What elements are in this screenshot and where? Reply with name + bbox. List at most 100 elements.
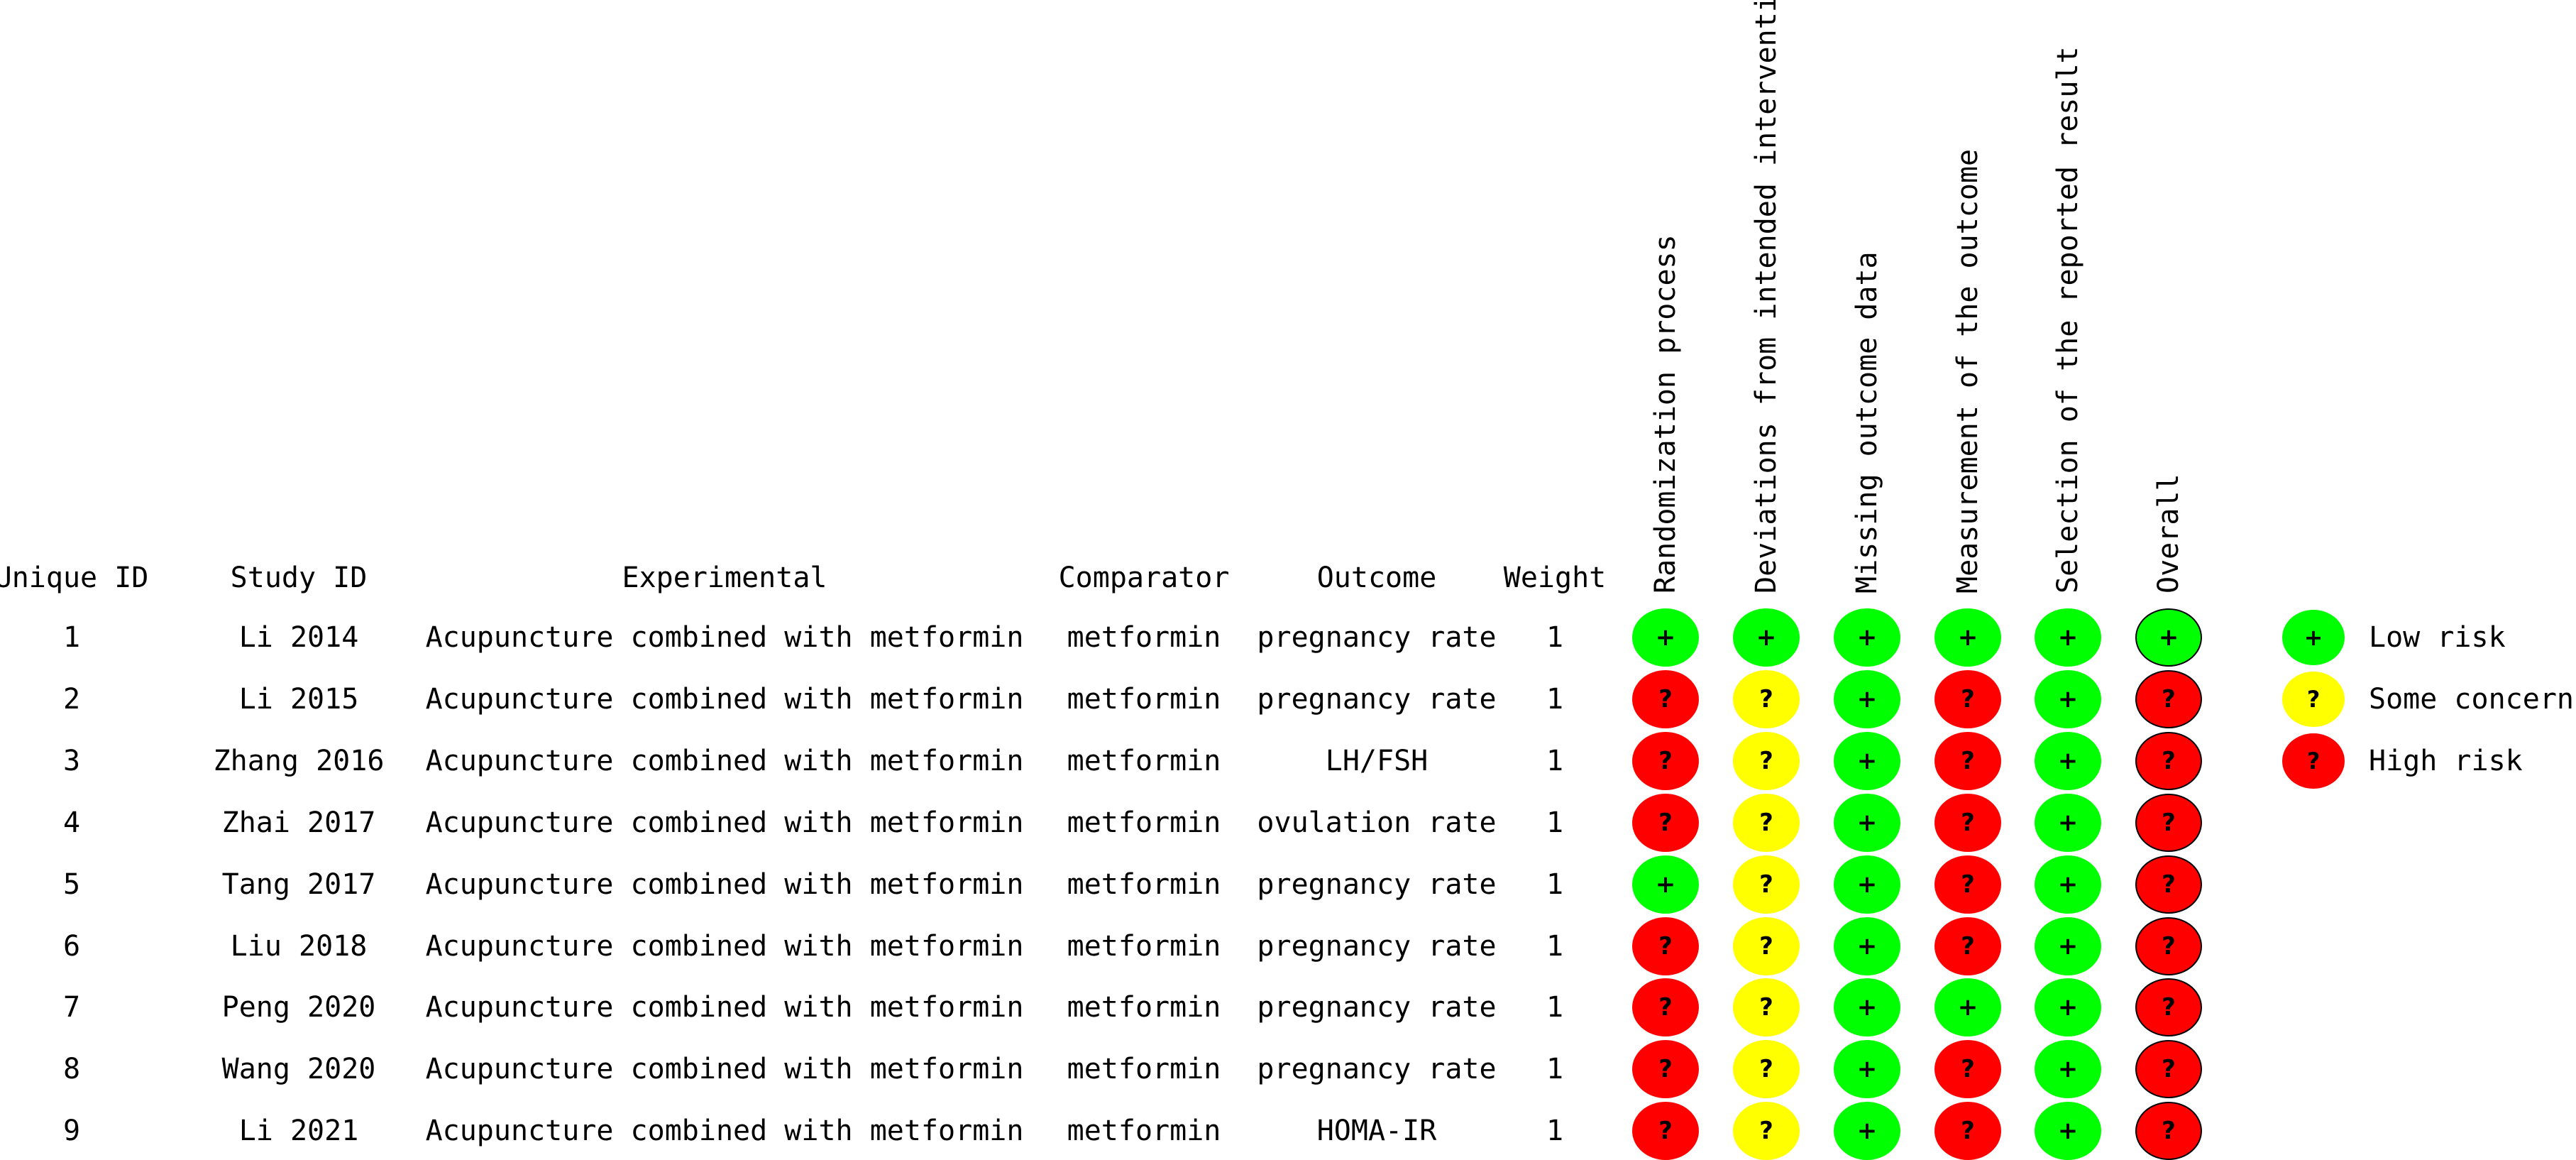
judgement-dot-some: ? bbox=[1733, 978, 1800, 1037]
cell-weight: 1 bbox=[1546, 806, 1564, 839]
judgement-dot-high: ? bbox=[2135, 731, 2202, 790]
legend-dot-high: ? bbox=[2282, 733, 2345, 789]
legend-label: Low risk bbox=[2369, 621, 2506, 654]
judgement-dot-high: ? bbox=[1934, 916, 2001, 975]
cell-unique-id: 9 bbox=[62, 1115, 81, 1148]
judgement-dot-low: + bbox=[2035, 1040, 2101, 1099]
cell-outcome: pregnancy rate bbox=[1257, 621, 1497, 654]
cell-unique-id: 5 bbox=[62, 868, 81, 901]
judgement-dot-low: + bbox=[1934, 608, 2001, 667]
judgement-dot-high: ? bbox=[2135, 669, 2202, 728]
cell-comparator: metformin bbox=[1067, 868, 1221, 901]
legend-dot-some: ? bbox=[2282, 671, 2345, 727]
cell-study-id: Zhang 2016 bbox=[213, 744, 385, 777]
domain-header-6: Overall bbox=[2152, 474, 2185, 593]
judgement-dot-low: + bbox=[1834, 1040, 1900, 1099]
cell-outcome: HOMA-IR bbox=[1316, 1115, 1437, 1148]
judgement-dot-high: ? bbox=[1632, 916, 1699, 975]
header-experimental: Experimental bbox=[622, 562, 827, 594]
judgement-dot-low: + bbox=[1834, 608, 1900, 667]
cell-study-id: Peng 2020 bbox=[221, 991, 376, 1024]
cell-comparator: metformin bbox=[1067, 806, 1221, 839]
header-unique-id: Unique ID bbox=[0, 562, 149, 594]
cell-outcome: pregnancy rate bbox=[1257, 929, 1497, 963]
judgement-dot-some: ? bbox=[1733, 731, 1800, 790]
cell-weight: 1 bbox=[1546, 991, 1564, 1024]
cell-experimental: Acupuncture combined with metformin bbox=[425, 621, 1024, 654]
cell-experimental: Acupuncture combined with metformin bbox=[425, 868, 1024, 901]
judgement-dot-low: + bbox=[2135, 608, 2202, 667]
cell-comparator: metformin bbox=[1067, 1115, 1221, 1148]
judgement-dot-low: + bbox=[1834, 793, 1900, 852]
judgement-dot-low: + bbox=[1733, 608, 1800, 667]
judgement-dot-low: + bbox=[1934, 978, 2001, 1037]
cell-study-id: Li 2015 bbox=[238, 682, 359, 716]
judgement-dot-low: + bbox=[1834, 855, 1900, 914]
judgement-dot-low: + bbox=[1834, 916, 1900, 975]
cell-experimental: Acupuncture combined with metformin bbox=[425, 1115, 1024, 1148]
cell-study-id: Zhai 2017 bbox=[221, 806, 376, 839]
judgement-dot-high: ? bbox=[2135, 916, 2202, 975]
cell-unique-id: 8 bbox=[62, 1053, 81, 1086]
judgement-dot-high: ? bbox=[2135, 1102, 2202, 1160]
judgement-dot-high: ? bbox=[1632, 731, 1699, 790]
cell-comparator: metformin bbox=[1067, 1053, 1221, 1086]
domain-header-2: Deviations from intended interventions bbox=[1750, 0, 1783, 593]
header-weight: Weight bbox=[1503, 562, 1607, 594]
judgement-dot-low: + bbox=[2035, 1102, 2101, 1160]
cell-unique-id: 6 bbox=[62, 929, 81, 963]
cell-weight: 1 bbox=[1546, 1115, 1564, 1148]
cell-experimental: Acupuncture combined with metformin bbox=[425, 991, 1024, 1024]
cell-weight: 1 bbox=[1546, 1053, 1564, 1086]
judgement-dot-high: ? bbox=[2135, 978, 2202, 1037]
cell-comparator: metformin bbox=[1067, 991, 1221, 1024]
cell-experimental: Acupuncture combined with metformin bbox=[425, 929, 1024, 963]
cell-unique-id: 4 bbox=[62, 806, 81, 839]
judgement-dot-high: ? bbox=[2135, 793, 2202, 852]
legend-dot-low: + bbox=[2282, 610, 2345, 665]
judgement-dot-low: + bbox=[2035, 793, 2101, 852]
cell-weight: 1 bbox=[1546, 744, 1564, 777]
judgement-dot-some: ? bbox=[1733, 1040, 1800, 1099]
cell-comparator: metformin bbox=[1067, 621, 1221, 654]
legend-label: High risk bbox=[2369, 744, 2523, 777]
judgement-dot-some: ? bbox=[1733, 855, 1800, 914]
cell-study-id: Tang 2017 bbox=[221, 868, 376, 901]
domain-header-4: Measurement of the outcome bbox=[1952, 148, 1984, 593]
judgement-dot-high: ? bbox=[1934, 1102, 2001, 1160]
cell-weight: 1 bbox=[1546, 682, 1564, 716]
judgement-dot-high: ? bbox=[1934, 669, 2001, 728]
judgement-dot-high: ? bbox=[1934, 793, 2001, 852]
judgement-dot-low: + bbox=[1834, 978, 1900, 1037]
cell-unique-id: 2 bbox=[62, 682, 81, 716]
cell-experimental: Acupuncture combined with metformin bbox=[425, 806, 1024, 839]
legend-label: Some concerns bbox=[2369, 682, 2576, 716]
judgement-dot-some: ? bbox=[1733, 1102, 1800, 1160]
cell-unique-id: 7 bbox=[62, 991, 81, 1024]
judgement-dot-low: + bbox=[2035, 669, 2101, 728]
cell-unique-id: 1 bbox=[62, 621, 81, 654]
judgement-dot-low: + bbox=[2035, 608, 2101, 667]
judgement-dot-high: ? bbox=[1632, 1040, 1699, 1099]
cell-study-id: Liu 2018 bbox=[230, 929, 368, 963]
judgement-dot-low: + bbox=[2035, 916, 2101, 975]
cell-study-id: Li 2014 bbox=[238, 621, 359, 654]
judgement-dot-low: + bbox=[2035, 731, 2101, 790]
header-comparator: Comparator bbox=[1058, 562, 1230, 594]
judgement-dot-low: + bbox=[1834, 1102, 1900, 1160]
header-study-id: Study ID bbox=[230, 562, 368, 594]
domain-header-5: Selection of the reported result bbox=[2052, 46, 2084, 593]
cell-outcome: LH/FSH bbox=[1325, 744, 1429, 777]
cell-experimental: Acupuncture combined with metformin bbox=[425, 744, 1024, 777]
judgement-dot-some: ? bbox=[1733, 669, 1800, 728]
judgement-dot-low: + bbox=[1632, 855, 1699, 914]
cell-comparator: metformin bbox=[1067, 744, 1221, 777]
judgement-dot-high: ? bbox=[1632, 793, 1699, 852]
cell-experimental: Acupuncture combined with metformin bbox=[425, 682, 1024, 716]
cell-unique-id: 3 bbox=[62, 744, 81, 777]
cell-weight: 1 bbox=[1546, 621, 1564, 654]
cell-outcome: pregnancy rate bbox=[1257, 868, 1497, 901]
domain-header-1: Randomization process bbox=[1649, 234, 1682, 593]
cell-study-id: Wang 2020 bbox=[221, 1053, 376, 1086]
judgement-dot-low: + bbox=[1834, 731, 1900, 790]
